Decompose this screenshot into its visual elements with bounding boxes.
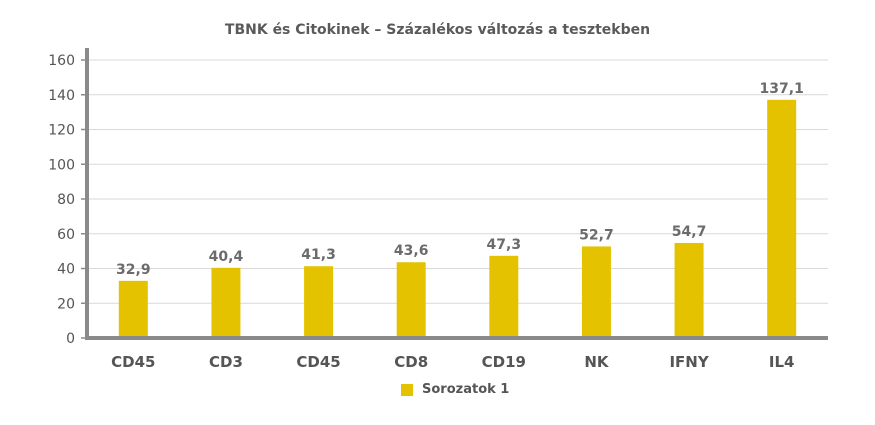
legend-swatch [401,383,413,396]
x-tick-label: CD8 [394,353,428,371]
y-tick-label: 160 [48,53,75,69]
bar [304,266,334,338]
gridlines [87,59,828,304]
y-tick-label: 20 [57,296,75,312]
y-tick-label: 120 [48,123,75,139]
data-label: 41,3 [301,247,336,263]
data-label: 52,7 [579,227,614,243]
labels: 0 20 40 60 80 100 120 140 160 32,9 CD45 40,4 CD3 41,3… [48,53,804,371]
x-tick-label: IFNY [669,353,709,371]
bar [581,246,611,338]
data-label: 32,9 [116,262,151,278]
x-tick-label: CD19 [482,353,526,371]
bar [396,262,426,338]
bars [118,99,797,338]
legend: Sorozatok 1 [401,382,509,397]
y-tick-label: 60 [57,227,75,243]
y-tick-label: 80 [57,192,75,208]
x-tick-label: IL4 [769,353,795,371]
bar [118,280,148,338]
data-label: 47,3 [487,237,522,253]
x-tick-label: CD45 [296,353,340,371]
y-tick-label: 0 [66,331,75,347]
bar [767,99,797,338]
bar [211,267,241,338]
y-tick-label: 140 [48,88,75,104]
data-label: 40,4 [209,249,244,265]
bar [674,242,704,338]
y-tick-label: 100 [48,157,75,173]
data-label: 137,1 [760,81,804,97]
x-tick-label: CD45 [111,353,155,371]
x-tick-label: CD3 [209,353,243,371]
data-label: 43,6 [394,243,429,259]
legend-label: Sorozatok 1 [422,382,510,397]
x-tick-label: NK [584,353,610,371]
y-tick-label: 40 [57,262,75,278]
chart-title: TBNK és Citokinek – Százalékos változás … [224,22,651,38]
axes [81,48,828,340]
data-label: 54,7 [672,224,707,240]
bar [489,255,519,338]
